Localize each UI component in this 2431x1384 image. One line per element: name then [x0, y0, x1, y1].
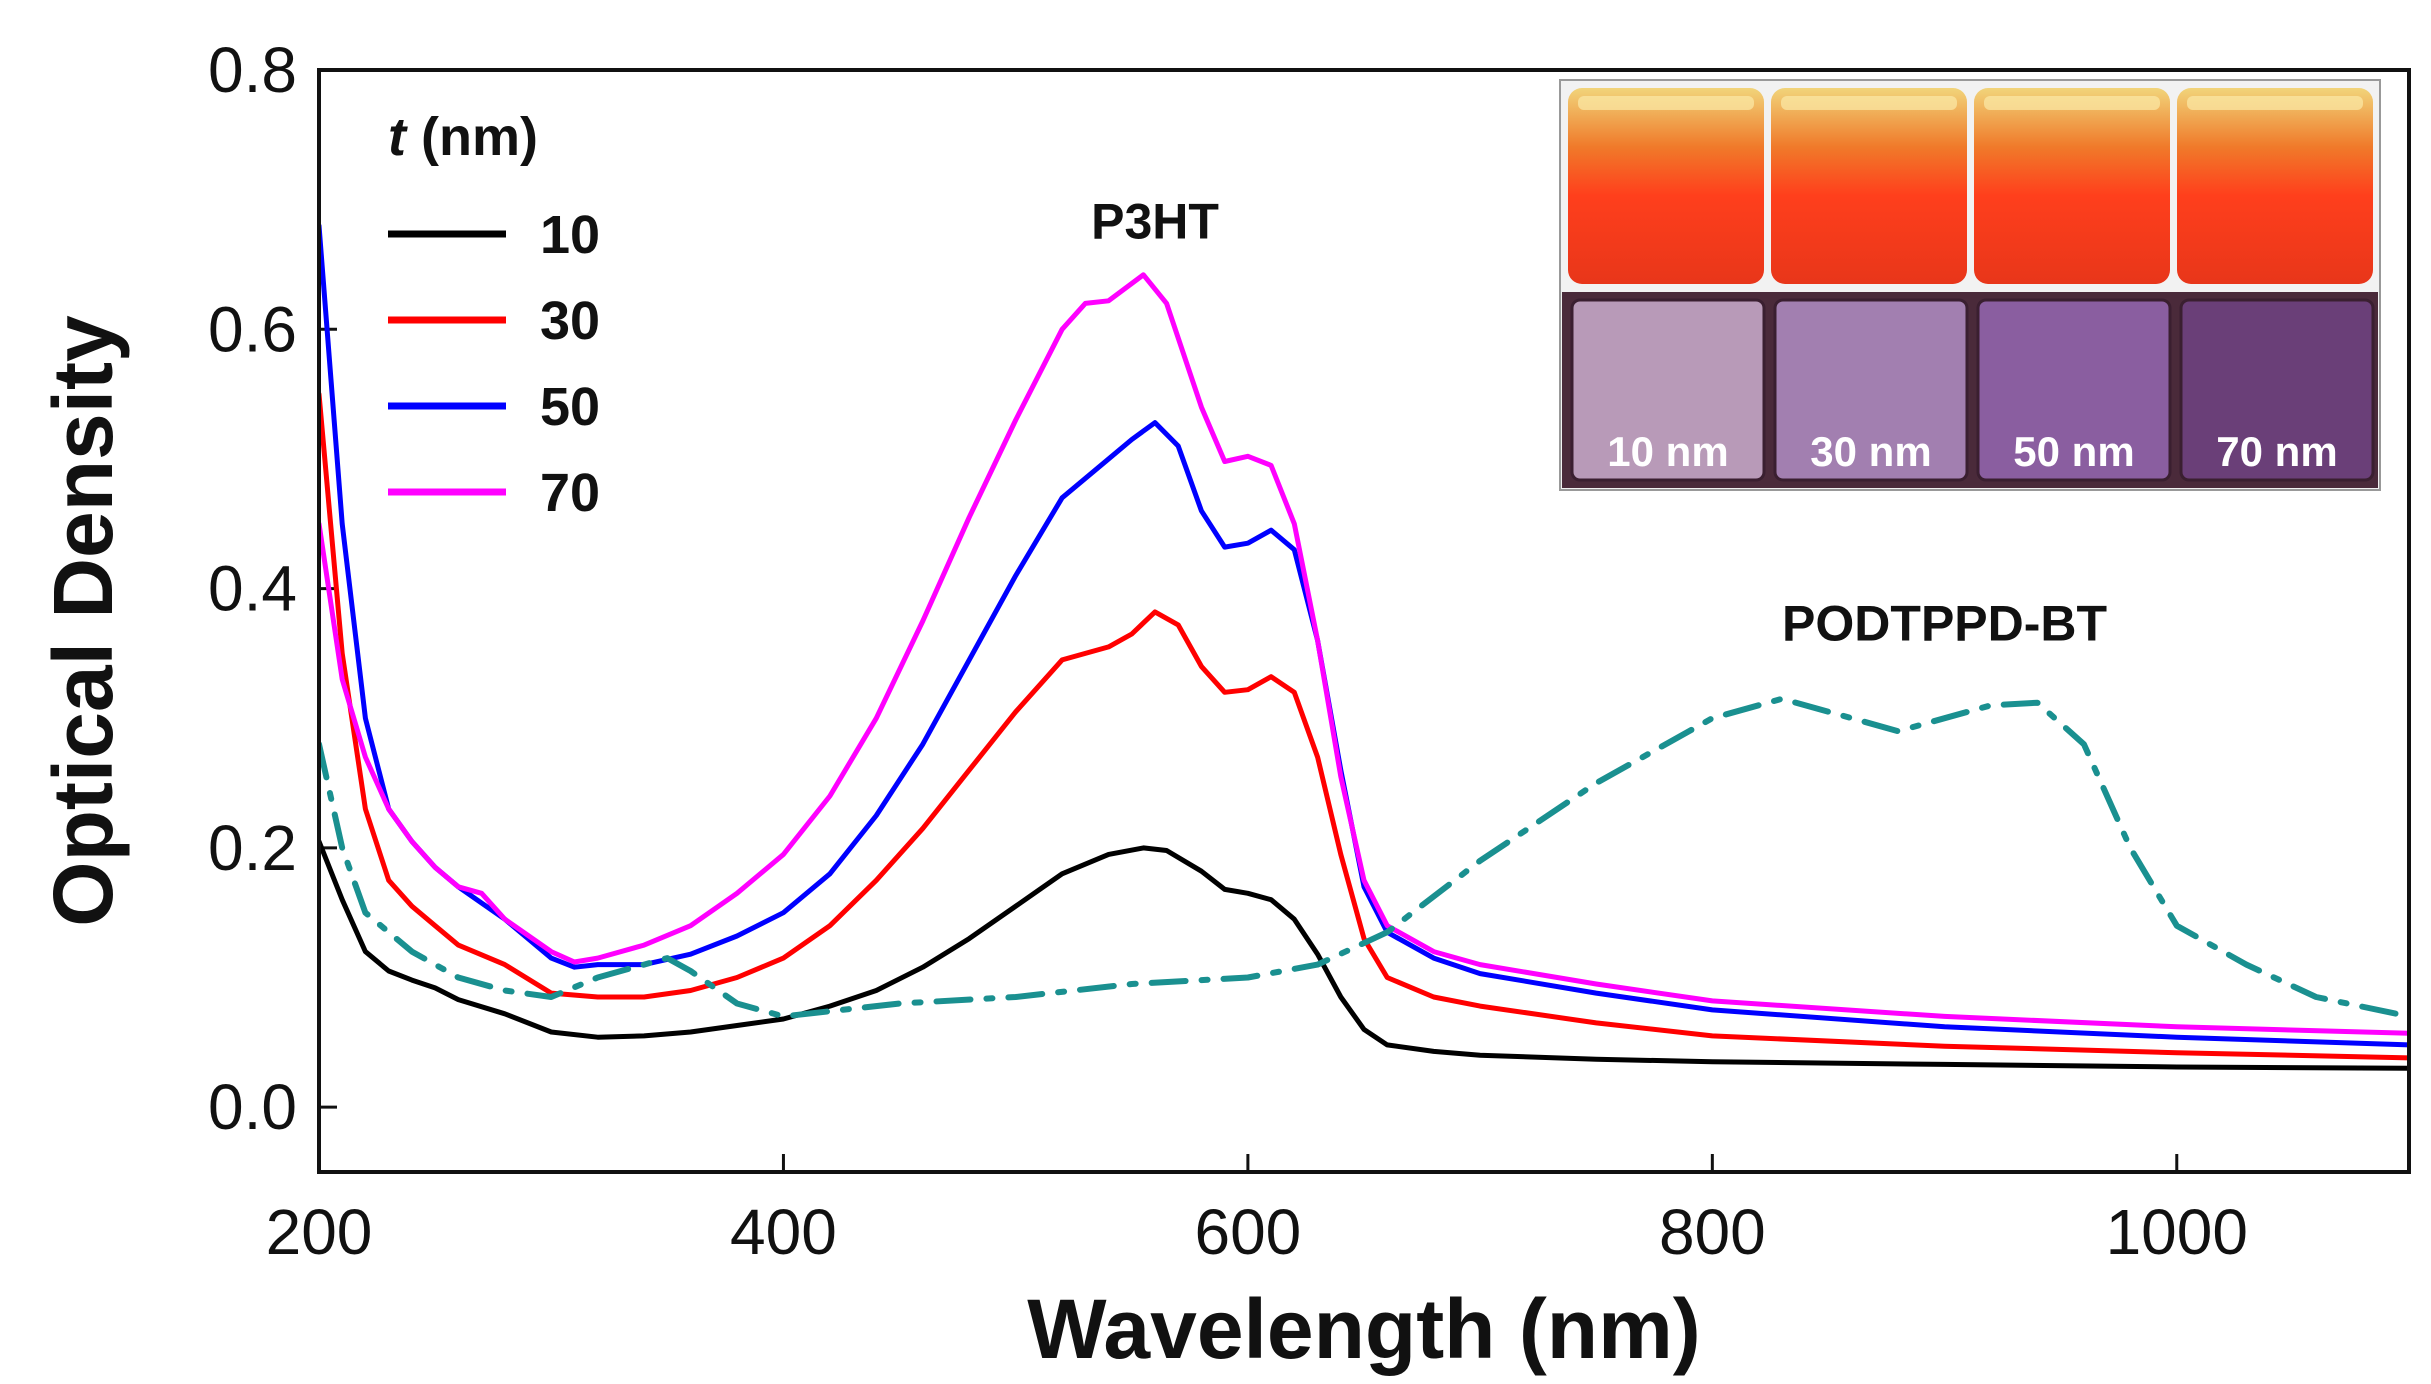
film-sample [2179, 298, 2375, 482]
legend: t (nm) 10 30 50 70 [388, 107, 600, 523]
vial-image [1974, 88, 2170, 284]
legend-title: t (nm) [388, 107, 538, 167]
film-sample [1773, 298, 1969, 482]
annotations: P3HT PODTPPD-BT [1091, 194, 2107, 652]
film-thickness-label: 50 nm [2013, 428, 2134, 475]
series-line-30 [319, 391, 2409, 1061]
y-tick-label: 0.8 [208, 34, 297, 106]
annotation-p3ht: P3HT [1091, 194, 1219, 250]
y-axis-title: Optical Density [36, 315, 130, 927]
film-thickness-label: 10 nm [1607, 428, 1728, 475]
series-line-10 [319, 838, 2409, 1071]
film-sample [1570, 298, 1766, 482]
legend-label: 50 [540, 377, 600, 437]
inset-photo: 10 nm 30 nm 50 nm 70 nm [1559, 79, 2381, 491]
series-line-podtppd-bt [319, 695, 2409, 1020]
series-line-70 [319, 272, 2409, 1036]
vial-rim [1578, 96, 1754, 110]
x-tick-label: 1000 [2106, 1196, 2248, 1268]
y-tick-label: 0.6 [208, 293, 297, 365]
x-tick-label: 200 [266, 1196, 373, 1268]
legend-label: 70 [540, 463, 600, 523]
x-tick-label: 600 [1194, 1196, 1301, 1268]
y-tick-label: 0.4 [208, 553, 297, 625]
x-axis-title: Wavelength (nm) [1027, 1282, 1701, 1376]
film-thickness-label: 70 nm [2216, 428, 2337, 475]
series-layer [319, 223, 2409, 1071]
legend-label: 30 [540, 291, 600, 351]
vial-image [1568, 88, 1764, 284]
x-tick-label: 800 [1659, 1196, 1766, 1268]
series-line-50 [319, 223, 2409, 1048]
vial-rim [1781, 96, 1957, 110]
x-tick-label: 400 [730, 1196, 837, 1268]
y-tick-label: 0.0 [208, 1071, 297, 1143]
y-tick-label: 0.2 [208, 812, 297, 884]
legend-label: 10 [540, 205, 600, 265]
vial-image [1771, 88, 1967, 284]
annotation-podtppd-bt: PODTPPD-BT [1782, 595, 2107, 651]
plot-frame [317, 68, 2411, 1174]
film-thickness-label: 30 nm [1810, 428, 1931, 475]
tick-labels: 200 400 600 800 1000 0.0 0.2 0.4 0.6 0.8 [208, 34, 2248, 1268]
vial-rim [1984, 96, 2160, 110]
vial-image [2177, 88, 2373, 284]
film-sample [1976, 298, 2172, 482]
vial-rim [2187, 96, 2363, 110]
